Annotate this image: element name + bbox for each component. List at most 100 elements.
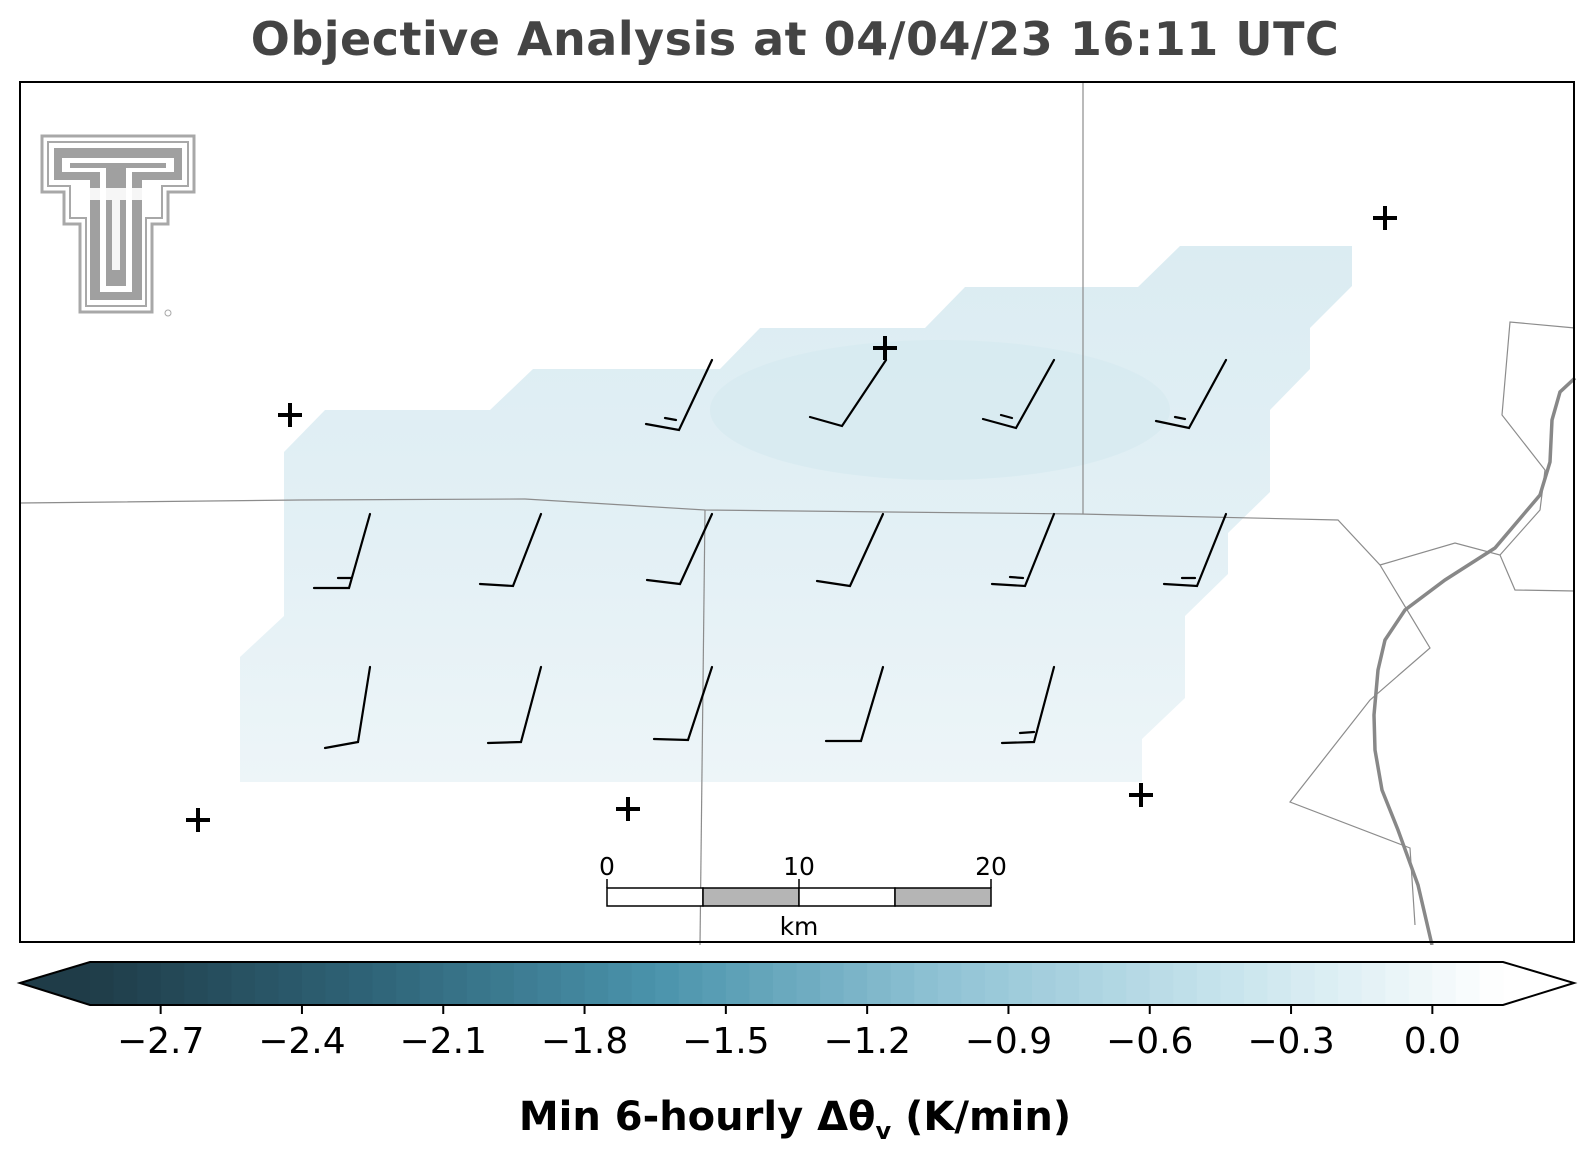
wind-barb — [312, 512, 372, 590]
colorbar-level — [207, 962, 232, 1005]
colorbar-level — [984, 962, 1010, 1005]
colorbar-tick-label: −1.8 — [541, 1021, 628, 1062]
wind-barb — [824, 665, 885, 743]
colorbar-level — [184, 962, 209, 1005]
analysis-field — [240, 246, 1352, 782]
colorbar-level — [113, 962, 138, 1005]
wind-barb — [478, 512, 543, 588]
map-frame: 0 10 20 km — [19, 81, 1577, 945]
colorbar-level — [584, 962, 609, 1005]
colorbar-level — [843, 962, 868, 1005]
colorbar-level — [796, 962, 821, 1005]
colorbar-tick-label: −1.2 — [823, 1021, 910, 1062]
colorbar-level — [1243, 962, 1269, 1005]
colorbar-level — [513, 962, 539, 1005]
wind-barb — [652, 665, 714, 742]
wind-barb — [1000, 665, 1056, 745]
wind-barb — [1162, 512, 1228, 588]
map-title: Objective Analysis at 04/04/23 16:11 UTC — [250, 12, 1340, 66]
wind-barb — [990, 512, 1056, 588]
colorbar-level — [1032, 962, 1057, 1005]
colorbar-level — [608, 962, 633, 1005]
colorbar-level — [231, 962, 256, 1005]
colorbar-level — [1338, 962, 1363, 1005]
colorbar-level — [1079, 962, 1104, 1005]
colorbar-level — [772, 962, 798, 1005]
colorbar-label: Min 6-hourly Δθv (K/min) — [0, 1094, 1590, 1145]
colorbar-tick-label: −2.4 — [258, 1021, 345, 1062]
colorbar-level — [725, 962, 750, 1005]
colorbar-label-main: Min 6-hourly Δθ — [518, 1094, 876, 1140]
colorbar-level — [914, 962, 939, 1005]
wind-barb — [645, 512, 714, 586]
colorbar-level — [349, 962, 374, 1005]
colorbar-level — [961, 962, 986, 1005]
colorbar-level — [890, 962, 915, 1005]
colorbar-label-subscript: v — [875, 1117, 892, 1145]
colorbar-level — [937, 962, 962, 1005]
colorbar-level — [1220, 962, 1245, 1005]
station-marker — [873, 336, 897, 360]
colorbar-level — [820, 962, 845, 1005]
colorbar-level — [561, 962, 586, 1005]
colorbar-level — [1173, 962, 1198, 1005]
colorbar-tick-label: −2.7 — [117, 1021, 204, 1062]
colorbar-level — [537, 962, 562, 1005]
map-border — [19, 81, 1575, 943]
colorbar-label-unit: (K/min) — [891, 1094, 1072, 1140]
colorbar-level — [137, 962, 162, 1005]
scale-label-10: 10 — [783, 852, 815, 881]
colorbar-level — [1196, 962, 1221, 1005]
wind-barbs — [312, 358, 1228, 750]
colorbar-extend-high — [1502, 962, 1574, 1005]
colorbar-extend-low — [20, 962, 91, 1005]
station-marker — [278, 403, 302, 427]
station-marker — [1129, 783, 1153, 807]
colorbar-level — [1149, 962, 1174, 1005]
colorbar-tick-label: −2.1 — [400, 1021, 487, 1062]
colorbar-level — [301, 962, 327, 1005]
texas-tech-logo — [40, 134, 196, 317]
colorbar-level — [1126, 962, 1151, 1005]
colorbar-level — [1055, 962, 1080, 1005]
wind-barb — [815, 512, 885, 588]
wind-barb — [323, 665, 372, 750]
colorbar-outline — [16, 961, 1578, 1006]
colorbar-level — [655, 962, 680, 1005]
scale-segment — [606, 887, 704, 907]
colorbar-level — [278, 962, 303, 1005]
colorbar-level — [396, 962, 421, 1005]
wind-barb — [981, 358, 1056, 430]
station-markers — [186, 206, 1397, 832]
colorbar-level — [702, 962, 727, 1005]
colorbar-level — [1385, 962, 1410, 1005]
colorbar-level — [631, 962, 656, 1005]
colorbar-level — [90, 962, 115, 1005]
colorbar-level — [1361, 962, 1386, 1005]
colorbar-level — [160, 962, 185, 1005]
colorbar-level — [325, 962, 350, 1005]
scale-label-0: 0 — [599, 852, 615, 881]
county-boundaries — [19, 82, 1576, 945]
scale-segment — [798, 887, 896, 907]
colorbar-level — [254, 962, 279, 1005]
wind-barb — [1154, 358, 1228, 430]
colorbar-tick-label: −0.3 — [1247, 1021, 1334, 1062]
station-marker — [186, 808, 210, 832]
field-minimum-zone — [710, 340, 1170, 480]
colorbar-level — [466, 962, 491, 1005]
wind-barb — [486, 665, 543, 745]
scale-label-20: 20 — [975, 852, 1007, 881]
scale-segment — [894, 887, 992, 907]
scale-unit: km — [780, 912, 819, 941]
colorbar-level — [678, 962, 703, 1005]
colorbar-tick-label: −0.6 — [1106, 1021, 1193, 1062]
colorbar-tick-label: −0.9 — [965, 1021, 1052, 1062]
colorbar-level — [372, 962, 397, 1005]
wind-barb — [644, 358, 714, 432]
colorbar-level — [1455, 962, 1481, 1005]
colorbar-level — [443, 962, 468, 1005]
station-marker — [1373, 206, 1397, 230]
wind-barb — [808, 358, 888, 428]
colorbar-level — [1432, 962, 1457, 1005]
